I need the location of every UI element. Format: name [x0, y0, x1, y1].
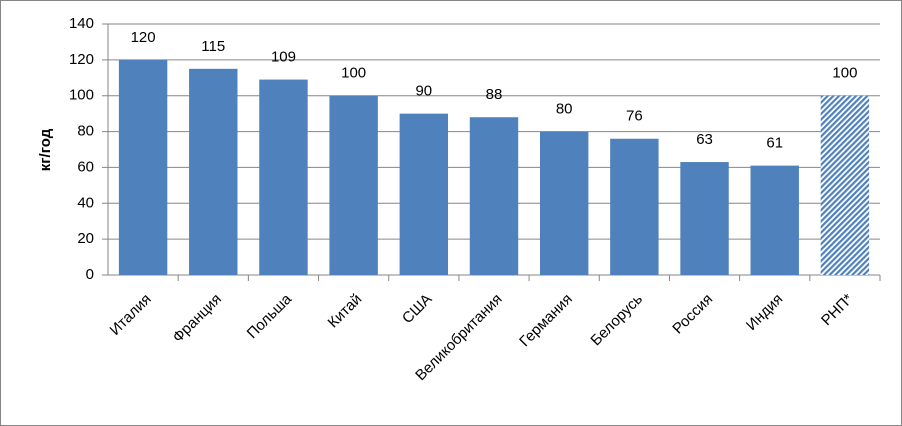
y-tick-label: 140: [69, 15, 94, 32]
y-tick-label: 120: [69, 51, 94, 68]
value-label: 100: [341, 65, 366, 82]
value-label: 80: [556, 101, 573, 118]
bar: [610, 138, 659, 275]
bar: [259, 79, 308, 275]
value-label: 100: [832, 65, 857, 82]
value-label: 90: [415, 83, 432, 100]
bar: [329, 95, 378, 275]
y-axis-label: кг/год: [37, 128, 54, 171]
bar: [399, 113, 449, 276]
value-label: 109: [271, 49, 296, 66]
value-label: 76: [626, 108, 643, 125]
value-label: 88: [486, 86, 503, 103]
y-tick-label: 0: [86, 266, 94, 283]
value-label: 63: [696, 131, 713, 148]
bar: [118, 59, 168, 275]
y-tick-label: 60: [77, 158, 94, 175]
bar: [469, 117, 519, 275]
bar: [820, 95, 870, 275]
value-label: 61: [766, 135, 783, 152]
bar: [189, 68, 238, 275]
y-tick-label: 80: [77, 123, 94, 140]
y-tick-label: 100: [69, 87, 94, 104]
bar: [750, 165, 799, 275]
y-tick-label: 40: [77, 194, 94, 211]
bar: [539, 131, 589, 275]
y-tick-label: 20: [77, 230, 94, 247]
bar: [680, 162, 729, 275]
value-label: 115: [201, 38, 225, 55]
value-label: 120: [131, 29, 156, 46]
